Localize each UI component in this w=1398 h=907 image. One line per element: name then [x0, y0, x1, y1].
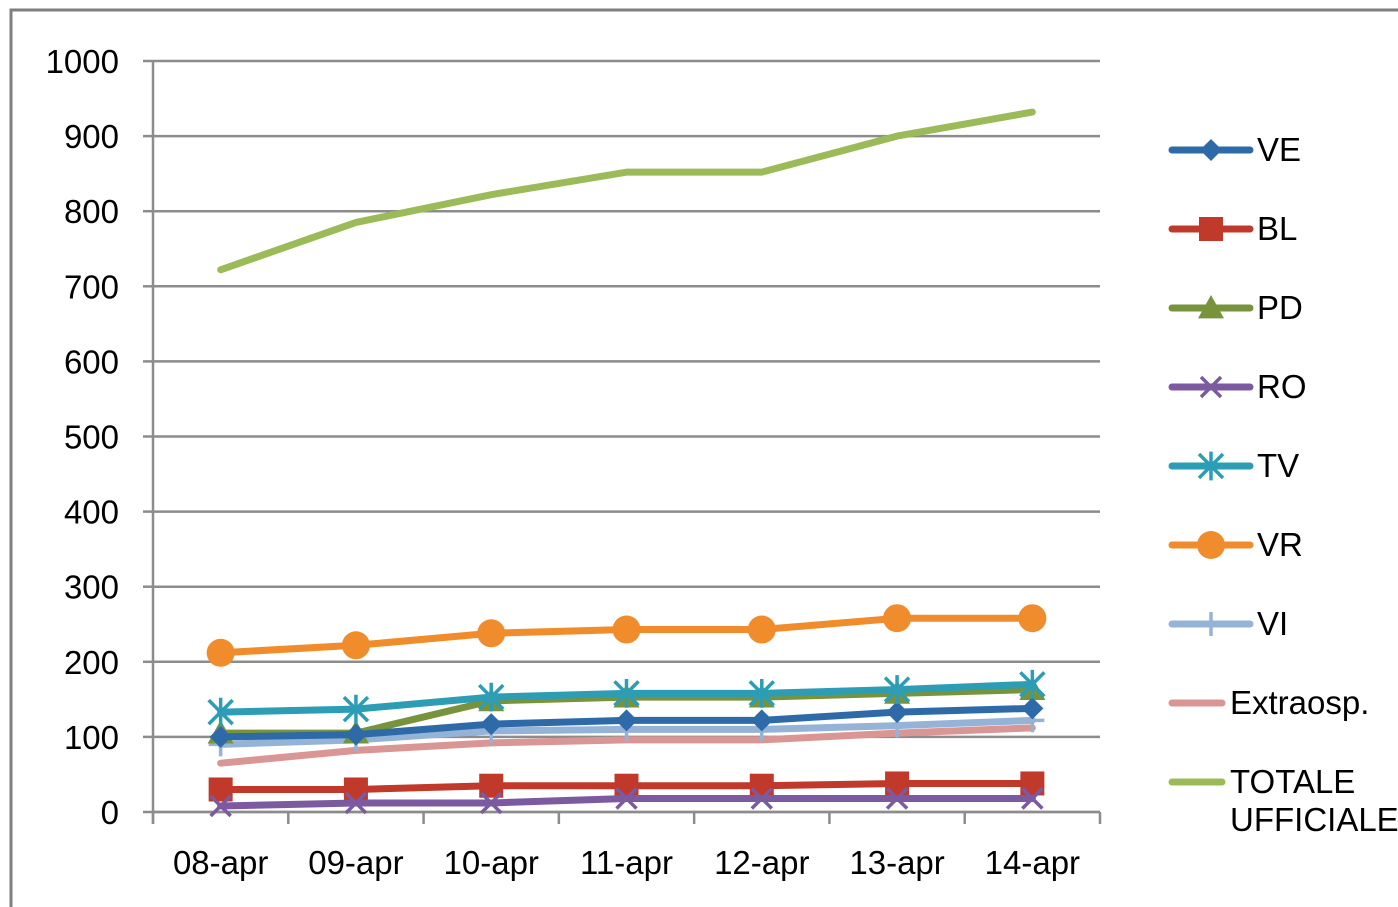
series-tv	[207, 669, 1046, 727]
y-tick-label: 200	[64, 644, 119, 681]
data-point-plus	[1199, 612, 1223, 636]
x-tick-label: 10-apr	[444, 844, 539, 881]
data-point-x	[479, 791, 503, 815]
data-point-square	[1199, 217, 1223, 241]
data-point-x	[1021, 787, 1044, 810]
legend-item: TV	[1168, 447, 1299, 484]
data-point-diamond	[615, 709, 638, 732]
data-point-circle	[477, 619, 506, 648]
data-point-circle	[341, 631, 370, 660]
data-point-circle	[747, 615, 776, 644]
data-point-asterisk	[207, 697, 234, 727]
y-tick-label: 500	[64, 419, 119, 456]
data-point-asterisk	[477, 682, 505, 712]
data-point-x	[344, 791, 368, 815]
x-tick-label: 13-apr	[849, 844, 944, 881]
data-point-x	[615, 787, 638, 810]
data-point-x	[750, 787, 774, 810]
data-point-x	[209, 794, 232, 818]
series-vr	[206, 604, 1047, 667]
legend-label: TV	[1257, 447, 1299, 484]
data-point-x	[1199, 375, 1223, 399]
data-point-square	[749, 773, 774, 798]
y-tick-label: 300	[64, 569, 119, 606]
x-tick-label: 14-apr	[985, 844, 1080, 881]
legend-label: Extraosp.	[1230, 684, 1369, 721]
data-point-square	[614, 773, 639, 798]
legend-item: VE	[1168, 131, 1301, 168]
series-ro	[209, 787, 1044, 818]
data-point-asterisk	[1019, 669, 1046, 699]
data-point-diamond	[1200, 139, 1222, 161]
data-point-diamond	[750, 709, 773, 732]
data-point-asterisk	[748, 678, 776, 708]
legend-item: VI	[1168, 605, 1288, 642]
data-point-asterisk	[1197, 451, 1225, 481]
data-point-circle	[1018, 604, 1047, 633]
data-point-circle	[206, 638, 235, 667]
y-tick-label: 100	[64, 719, 119, 756]
data-point-diamond	[344, 723, 367, 746]
series-line	[217, 108, 1036, 274]
x-tick-label: 08-apr	[173, 844, 268, 881]
legend-label: VR	[1257, 526, 1303, 563]
data-point-circle	[612, 615, 641, 644]
data-point-diamond	[886, 701, 909, 724]
data-point-asterisk	[342, 694, 370, 724]
data-point-square	[343, 777, 368, 802]
y-tick-label: 800	[64, 193, 119, 230]
y-tick-label: 700	[64, 268, 119, 305]
legend-label: VI	[1257, 605, 1288, 642]
data-point-triangle	[1198, 295, 1224, 319]
y-tick-label: 1000	[46, 43, 119, 80]
y-tick-label: 400	[64, 494, 119, 531]
x-tick-label: 11-apr	[580, 844, 673, 881]
y-tick-label: 0	[101, 794, 119, 831]
legend-label: UFFICIALE	[1230, 801, 1398, 838]
series-lines	[206, 108, 1047, 818]
data-point-x	[885, 787, 909, 810]
series-ve	[209, 697, 1044, 748]
data-point-asterisk	[613, 678, 640, 708]
data-point-asterisk	[883, 675, 911, 704]
y-tick-label: 900	[64, 118, 119, 155]
data-point-circle	[1197, 531, 1225, 559]
legend-label: VE	[1257, 131, 1301, 168]
series-totale-ufficiale	[217, 108, 1036, 274]
axes: 0 100 200 300 400 500 600 700 800 900 1000 08-apr 09…	[46, 43, 1102, 881]
data-point-diamond	[1021, 697, 1044, 720]
legend-label: BL	[1257, 210, 1297, 247]
legend-item: VR	[1168, 526, 1303, 563]
series-bl	[208, 771, 1045, 802]
legend-item: RO	[1168, 368, 1307, 405]
data-point-circle	[883, 604, 912, 633]
x-tick-label: 12-apr	[714, 844, 809, 881]
legend-item: BL	[1168, 210, 1297, 247]
y-tick-label: 600	[64, 343, 119, 380]
legend-label: PD	[1257, 289, 1303, 326]
chart-border	[9, 8, 1398, 907]
legend-item: Extraosp.	[1168, 684, 1369, 721]
x-tick-label: 09-apr	[308, 844, 403, 881]
data-point-diamond	[209, 725, 232, 748]
legend-label: RO	[1257, 368, 1307, 405]
legend-label: TOTALE	[1230, 763, 1355, 800]
data-point-diamond	[480, 713, 503, 736]
legend-item: PD	[1168, 289, 1303, 326]
